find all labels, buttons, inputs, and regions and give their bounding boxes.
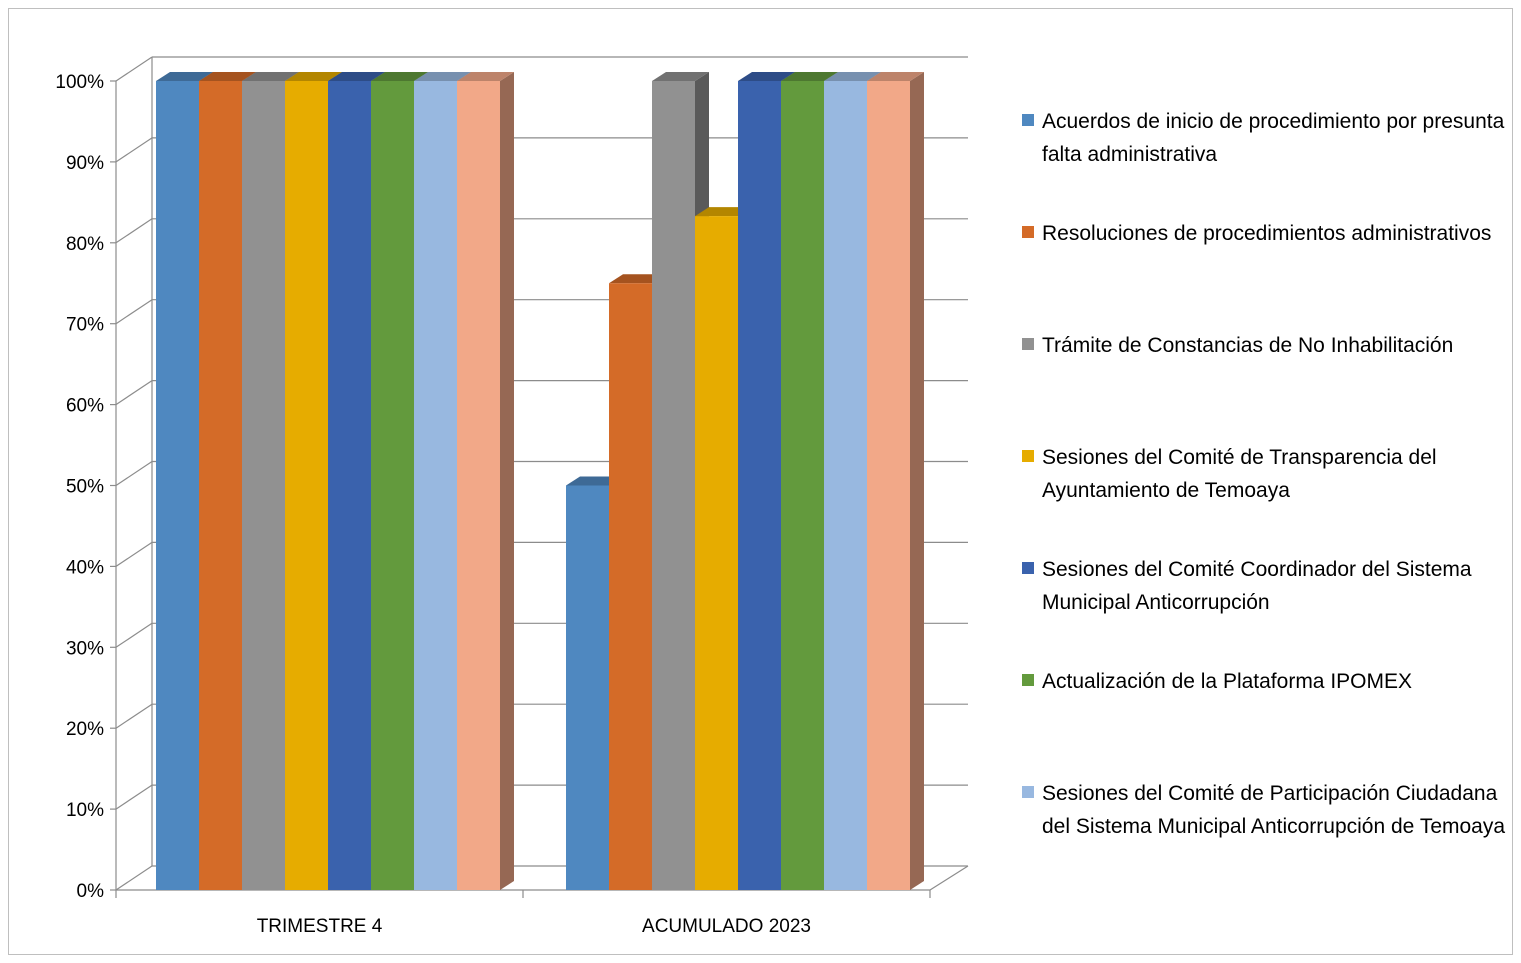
- legend-swatch: [1022, 674, 1034, 686]
- y-tick-label: 60%: [66, 396, 104, 417]
- legend-label: Resoluciones de procedimientos administr…: [1042, 222, 1492, 245]
- legend-item: Resoluciones de procedimientos administr…: [1022, 217, 1521, 250]
- y-tick-label: 20%: [66, 719, 104, 740]
- legend-swatch: [1022, 338, 1034, 350]
- legend-item: Actualización de la Plataforma IPOMEX: [1022, 665, 1521, 698]
- y-tick-label: 0%: [77, 881, 105, 902]
- side-wall-line: [115, 622, 153, 648]
- bar: [457, 72, 514, 890]
- legend-item: Acuerdos de inicio de procedimiento por …: [1022, 105, 1521, 171]
- legend-swatch: [1022, 786, 1034, 798]
- legend-swatch: [1022, 562, 1034, 574]
- side-wall-line: [115, 461, 153, 486]
- legend-item: Trámite de Constancias de No Inhabilitac…: [1022, 329, 1521, 362]
- side-wall-line: [115, 380, 153, 406]
- legend-item: Sesiones del Comité de Transparencia del…: [1022, 441, 1521, 507]
- side-wall-line: [115, 541, 153, 567]
- legend-label: Acuerdos de inicio de procedimiento por …: [1042, 110, 1505, 166]
- legend-item: Sesiones del Comité de Participación Ciu…: [1022, 777, 1521, 843]
- legend-item: Sesiones del Comité Coordinador del Sist…: [1022, 553, 1521, 619]
- legend-label: Sesiones del Comité Coordinador del Sist…: [1042, 558, 1472, 614]
- y-tick-label: 40%: [66, 557, 104, 578]
- x-category-label: ACUMULADO 2023: [642, 916, 811, 937]
- side-wall-line: [115, 865, 153, 891]
- legend-label: Sesiones del Comité de Transparencia del…: [1042, 446, 1437, 502]
- legend-swatch: [1022, 450, 1034, 462]
- legend-swatch: [1022, 226, 1034, 238]
- bars-layer: [156, 72, 924, 890]
- side-wall-line: [115, 703, 153, 729]
- legend-swatch: [1022, 114, 1034, 126]
- legend-label: Sesiones del Comité de Participación Ciu…: [1042, 782, 1506, 838]
- side-wall-line: [115, 218, 153, 244]
- legend-label: Actualización de la Plataforma IPOMEX: [1042, 670, 1413, 693]
- side-wall-line: [115, 56, 153, 82]
- y-tick-label: 90%: [66, 153, 104, 174]
- side-wall-line: [115, 784, 153, 810]
- bar: [867, 72, 924, 890]
- y-tick-label: 100%: [55, 72, 104, 93]
- legend-label: Trámite de Constancias de No Inhabilitac…: [1042, 334, 1454, 357]
- y-tick-label: 30%: [66, 638, 104, 659]
- y-tick-label: 70%: [66, 315, 104, 336]
- legend: Acuerdos de inicio de procedimiento por …: [1022, 0, 1521, 963]
- labels-layer: 0% 10% 20% 30% 40% 50% 60% 70% 80% 90% 100% TRIMEST…: [55, 72, 811, 937]
- y-tick-label: 10%: [66, 800, 104, 821]
- y-tick-label: 50%: [66, 477, 104, 498]
- bar: [371, 72, 428, 890]
- y-tick-label: 80%: [66, 234, 104, 255]
- side-wall-line: [115, 137, 153, 163]
- x-category-label: TRIMESTRE 4: [257, 916, 383, 937]
- side-wall-line: [115, 299, 153, 325]
